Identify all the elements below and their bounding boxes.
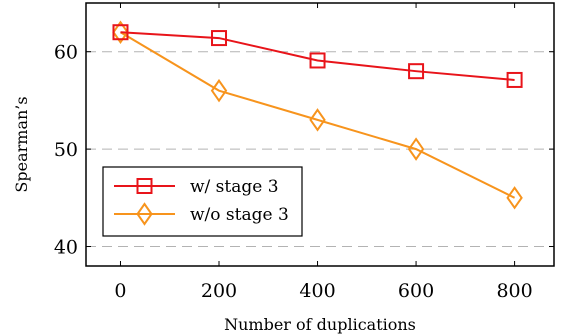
data-point-w-o-stage-3-200 xyxy=(210,78,228,103)
data-point-w-o-stage-3-0 xyxy=(112,20,129,44)
x-tick-label-800: 800 xyxy=(496,280,532,302)
series-w-stage-3 xyxy=(112,24,523,88)
data-point-w-o-stage-3-600 xyxy=(407,137,425,161)
series-line-w-stage-3 xyxy=(120,31,515,81)
series-w-o-stage-3 xyxy=(112,20,523,210)
series-line-w-o-stage-3 xyxy=(119,31,516,199)
legend-label-w-stage-3: w/ stage 3 xyxy=(190,177,279,197)
grid-lines xyxy=(86,51,554,248)
y-tick-label-60: 60 xyxy=(54,42,78,64)
series-layer xyxy=(112,20,523,210)
x-tick-label-400: 400 xyxy=(299,280,335,302)
legend: w/ stage 3 w/o stage 3 xyxy=(102,166,303,237)
data-point-w-o-stage-3-400 xyxy=(309,108,326,132)
y-axis-label: Spearman’s xyxy=(12,96,31,192)
data-point-w-stage-3-400 xyxy=(309,52,326,69)
data-point-w-stage-3-600 xyxy=(408,63,425,80)
data-point-w-stage-3-800 xyxy=(506,71,523,88)
legend-marker-w-stage-3 xyxy=(136,178,153,194)
x-tick-label-600: 600 xyxy=(398,280,434,302)
legend-box xyxy=(102,166,303,237)
y-tick-label-40: 40 xyxy=(54,237,78,259)
y-tick-label-50: 50 xyxy=(54,139,78,161)
x-tick-label-0: 0 xyxy=(114,280,126,302)
x-tick-label-200: 200 xyxy=(201,280,237,302)
legend-marker-w-o-stage-3 xyxy=(136,202,153,226)
data-point-w-o-stage-3-800 xyxy=(506,186,523,210)
axis-ticks xyxy=(86,3,554,266)
plot-frame xyxy=(85,2,555,267)
data-point-w-stage-3-200 xyxy=(211,30,228,47)
x-axis-label: Number of duplications xyxy=(224,315,416,334)
legend-label-w-o-stage-3: w/o stage 3 xyxy=(190,205,289,225)
data-point-w-stage-3-0 xyxy=(112,24,129,41)
